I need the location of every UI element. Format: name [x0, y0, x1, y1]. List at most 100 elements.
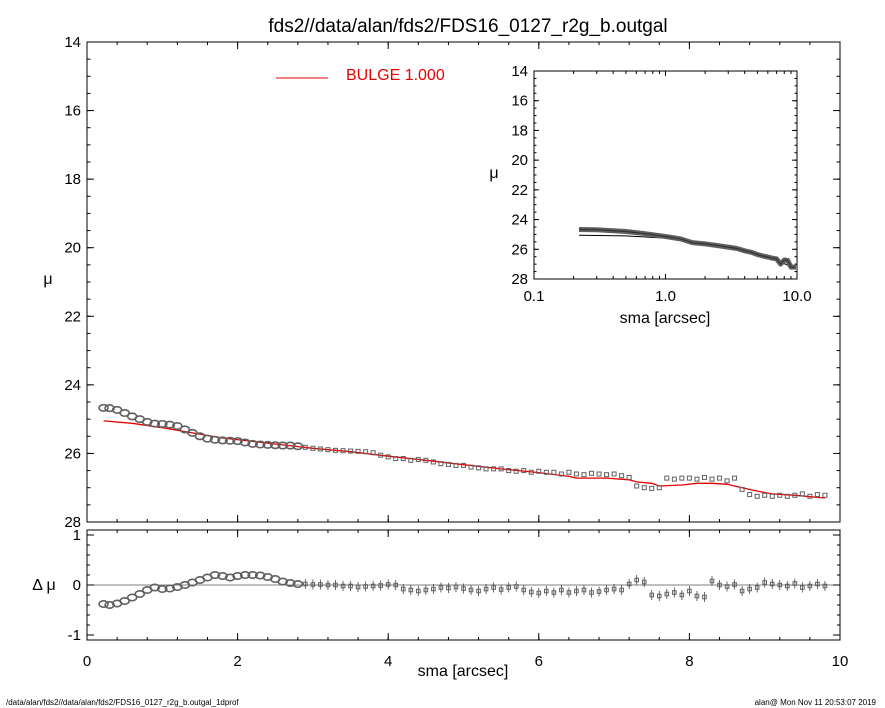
- main-data-point: [157, 419, 168, 428]
- main-data-point: [269, 441, 281, 450]
- main-panel: μ BULGE 1.000 14 16 18 20 22 24 26 28: [43, 34, 841, 531]
- residual-data-point: [423, 587, 429, 593]
- main-data-point: [400, 456, 406, 462]
- x-axis-label: sma [arcsec]: [418, 663, 509, 680]
- residual-xtick-label: 2: [233, 653, 241, 670]
- residual-xtick-label: 4: [384, 653, 392, 670]
- footer-timestamp: alan@ Mon Nov 11 20:53:07 2019: [755, 698, 877, 707]
- main-data-point: [385, 454, 391, 460]
- residual-data-point: [325, 582, 331, 588]
- residual-data-point: [340, 583, 346, 589]
- chart-title: fds2//data/alan/fds2/FDS16_0127_r2g_b.ou…: [268, 16, 667, 37]
- main-data-point: [739, 486, 745, 492]
- residual-data-point: [164, 584, 176, 593]
- main-data-point: [254, 440, 266, 449]
- main-data-point: [370, 450, 376, 456]
- residual-data-point: [378, 583, 383, 588]
- residual-data-point: [468, 587, 474, 593]
- main-data-point: [363, 449, 369, 455]
- residual-data-point: [363, 584, 368, 589]
- residual-data-point: [807, 583, 813, 589]
- main-data-point: [792, 492, 798, 498]
- main-data-point: [762, 492, 768, 498]
- main-data-point: [799, 491, 805, 497]
- main-data-point: [202, 434, 213, 443]
- residual-data-point: [98, 599, 109, 608]
- main-data-point: [679, 475, 685, 481]
- residual-data-point: [400, 586, 406, 592]
- residual-panel: Δ μ sma [arcsec] 10-10 2 4 6 8 10: [32, 527, 848, 680]
- main-data-point: [483, 466, 489, 472]
- main-data-point: [732, 475, 738, 481]
- residual-data-point: [104, 600, 115, 609]
- residual-data-point: [408, 587, 414, 593]
- residual-data-point: [491, 585, 496, 590]
- inset-ytick-label: 14: [511, 63, 528, 80]
- main-data-point: [461, 462, 466, 468]
- residual-data-point: [348, 583, 353, 589]
- residual-xtick-label: 10: [832, 653, 849, 670]
- inset-xtick-label: 0.1: [524, 288, 545, 305]
- main-ytick-label: 20: [64, 240, 81, 257]
- residual-data-point: [551, 590, 557, 595]
- main-data-point: [589, 470, 595, 476]
- inset-panel: μ sma [arcsec] 14 16 18 20 22 24 26 280.1 1.0 10.…: [489, 63, 811, 327]
- main-data-point: [641, 485, 647, 491]
- main-data-point: [292, 442, 304, 451]
- main-data-point: [596, 471, 602, 477]
- residual-data-point: [822, 583, 828, 589]
- residual-data-point: [292, 579, 304, 588]
- residual-data-point: [453, 584, 459, 590]
- main-data-point: [626, 474, 632, 480]
- main-data-point: [262, 440, 274, 449]
- inset-plot-frame: [533, 70, 798, 280]
- inset-ytick-label: 16: [511, 93, 528, 110]
- main-data-point: [814, 492, 820, 498]
- main-data-point: [822, 492, 828, 498]
- main-data-point: [332, 447, 338, 453]
- residual-data-point: [254, 571, 266, 580]
- main-data-point: [551, 469, 557, 475]
- residual-data-point: [739, 588, 745, 594]
- main-data-point: [717, 475, 723, 481]
- main-data-point: [445, 461, 451, 467]
- residual-data-point: [634, 577, 639, 583]
- residual-data-point: [619, 587, 624, 593]
- main-data-point: [656, 485, 662, 491]
- residual-data-point: [694, 593, 700, 599]
- residual-data-point: [438, 585, 444, 590]
- residual-data-point: [732, 582, 737, 587]
- main-data-point: [619, 473, 625, 479]
- main-data-point: [528, 469, 534, 475]
- residual-data-point: [385, 582, 391, 587]
- residual-data-point: [239, 570, 251, 579]
- main-data-point: [408, 457, 414, 463]
- main-data-point: [491, 466, 497, 472]
- residual-data-point: [483, 586, 489, 592]
- main-ytick-label: 26: [64, 445, 81, 462]
- inset-ytick-label: 26: [511, 241, 528, 258]
- main-data-point: [224, 436, 236, 445]
- main-data-point: [415, 457, 421, 463]
- residual-ytick-label: 1: [73, 527, 81, 544]
- inset-ytick-label: 28: [511, 271, 528, 288]
- main-data-point: [558, 471, 564, 477]
- residual-data-point: [247, 570, 258, 579]
- residual-data-point: [649, 592, 655, 598]
- main-data-point: [172, 421, 183, 430]
- inset-xtick-label: 1.0: [655, 288, 676, 305]
- inset-x-axis-label: sma [arcsec]: [620, 310, 711, 327]
- residual-data-point: [611, 586, 617, 592]
- residual-data-point: [393, 582, 399, 588]
- main-data-point: [769, 493, 775, 499]
- main-data-point: [611, 471, 617, 477]
- residual-ytick-label: -1: [68, 627, 81, 644]
- residual-data-point: [581, 587, 587, 593]
- main-ytick-label: 22: [64, 308, 81, 325]
- residual-data-point: [506, 585, 511, 590]
- residual-xtick-label: 6: [535, 653, 543, 670]
- residual-data-point: [209, 570, 221, 579]
- main-data-point: [649, 485, 655, 491]
- residual-ytick-label: 0: [73, 577, 81, 594]
- residual-data-point: [596, 589, 602, 594]
